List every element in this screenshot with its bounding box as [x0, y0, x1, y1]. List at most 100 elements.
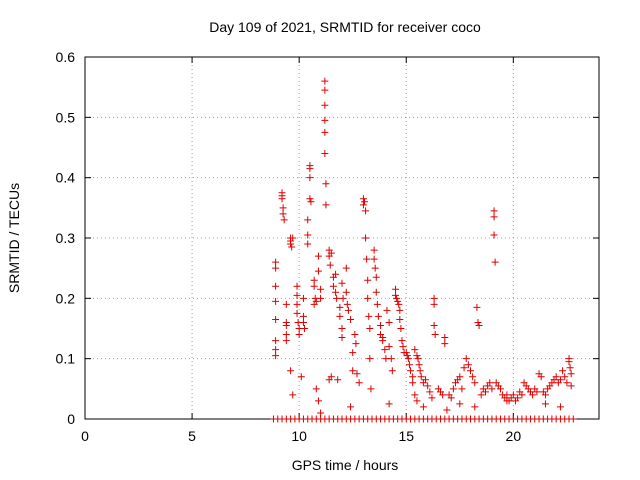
data-point	[469, 373, 477, 381]
data-point	[441, 334, 449, 342]
data-point	[272, 315, 280, 323]
data-point	[272, 297, 280, 305]
data-point	[306, 174, 314, 182]
data-point	[364, 276, 372, 284]
data-point	[447, 394, 455, 402]
data-point	[321, 77, 329, 85]
data-point	[381, 346, 389, 354]
data-point	[287, 367, 295, 375]
data-point	[563, 379, 571, 387]
data-point	[471, 379, 479, 387]
data-point	[443, 406, 451, 414]
data-point	[293, 309, 301, 317]
data-point	[372, 273, 380, 281]
data-point	[272, 282, 280, 290]
data-point	[332, 288, 340, 296]
data-point	[336, 303, 344, 311]
x-axis-label: GPS time / hours	[292, 457, 399, 473]
data-point	[349, 349, 357, 357]
data-point	[402, 349, 410, 357]
y-tick-label: 0.1	[56, 351, 76, 367]
data-point	[370, 246, 378, 254]
data-point	[409, 373, 417, 381]
data-point	[365, 312, 373, 320]
data-point	[338, 334, 346, 342]
data-point	[317, 285, 325, 293]
data-point	[344, 306, 352, 314]
data-point	[333, 294, 341, 302]
data-point	[314, 252, 322, 260]
data-point	[282, 337, 290, 345]
data-point	[272, 264, 280, 272]
data-point	[287, 240, 295, 248]
data-point	[338, 325, 346, 332]
data-point	[299, 318, 307, 326]
data-point	[462, 355, 470, 363]
data-point	[342, 264, 350, 272]
data-point	[351, 331, 359, 339]
data-point	[321, 128, 329, 136]
data-point	[404, 355, 412, 363]
x-tick-label: 10	[291, 428, 307, 444]
data-point	[343, 300, 351, 308]
data-point	[488, 385, 496, 393]
data-point	[299, 312, 307, 320]
x-tick-label: 5	[188, 428, 196, 444]
data-point	[473, 303, 481, 311]
data-point	[385, 343, 393, 351]
data-point	[362, 207, 370, 215]
data-point	[503, 397, 511, 405]
data-point	[304, 240, 312, 248]
data-point	[301, 325, 309, 332]
data-point	[407, 367, 415, 375]
data-point	[398, 337, 406, 345]
y-tick-label: 0.2	[56, 290, 76, 306]
data-point	[413, 352, 421, 360]
data-point	[304, 231, 312, 239]
data-point	[312, 297, 320, 305]
data-point	[475, 321, 483, 329]
data-point	[569, 415, 577, 423]
data-point	[471, 403, 479, 411]
data-point	[393, 294, 401, 302]
data-point	[282, 300, 290, 308]
data-point	[379, 337, 387, 345]
data-point	[430, 300, 438, 308]
data-point	[481, 388, 489, 396]
data-point	[359, 201, 367, 209]
data-point	[347, 403, 355, 411]
data-point	[279, 210, 287, 218]
y-tick-label: 0.6	[56, 49, 76, 65]
data-point	[307, 198, 315, 206]
data-point	[552, 373, 560, 381]
chart-title: Day 109 of 2021, SRMTID for receiver coc…	[209, 19, 481, 35]
data-point	[314, 397, 322, 405]
data-point	[280, 216, 288, 224]
data-point	[395, 300, 403, 308]
data-point	[397, 325, 405, 332]
data-point	[293, 282, 301, 290]
y-tick-label: 0.5	[56, 109, 76, 125]
data-point	[362, 234, 370, 242]
y-tick-label: 0.3	[56, 230, 76, 246]
data-point	[414, 355, 422, 363]
data-point	[310, 276, 318, 284]
x-tick-label: 15	[398, 428, 414, 444]
data-point	[518, 391, 526, 399]
data-point	[321, 101, 329, 109]
data-point	[396, 306, 404, 314]
data-point	[297, 373, 305, 381]
data-point	[372, 288, 380, 296]
data-point	[322, 201, 330, 209]
data-point	[449, 385, 457, 393]
data-point	[416, 367, 424, 375]
x-tick-label: 0	[81, 428, 89, 444]
data-point	[377, 321, 385, 329]
data-point	[293, 291, 301, 299]
data-point	[411, 346, 419, 354]
data-point	[383, 306, 391, 314]
data-point	[464, 361, 472, 369]
data-point	[477, 391, 485, 399]
data-point	[422, 376, 430, 384]
